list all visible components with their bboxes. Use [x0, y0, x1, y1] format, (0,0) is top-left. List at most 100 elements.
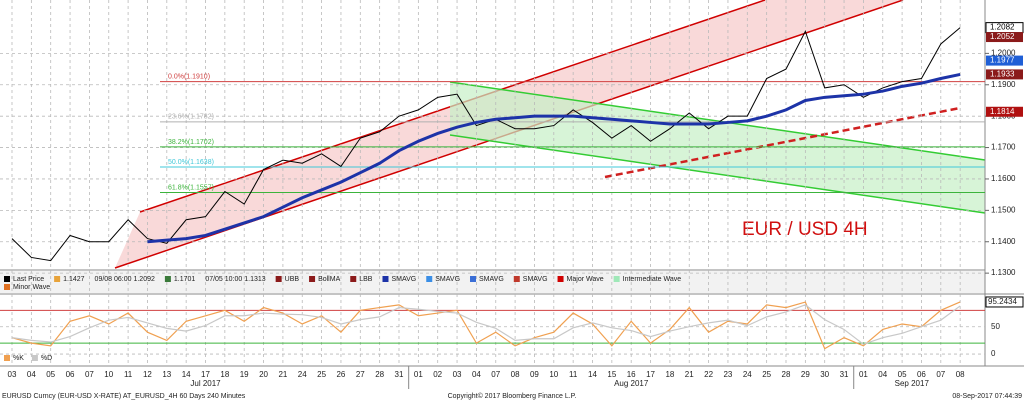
x-tick-label: 13	[162, 370, 171, 379]
x-tick-label: 16	[627, 370, 636, 379]
x-tick-label: 21	[278, 370, 287, 379]
fib-label: 23.6%(1.1782)	[168, 114, 214, 121]
y-tick-label: 50	[991, 322, 1000, 331]
x-tick-label: 01	[414, 370, 423, 379]
x-tick-label: 20	[259, 370, 268, 379]
legend-label: SMAVG	[479, 276, 504, 283]
x-tick-label: 07	[936, 370, 945, 379]
x-tick-label: 02	[433, 370, 442, 379]
x-tick-label: 03	[453, 370, 462, 379]
legend-swatch	[275, 276, 282, 282]
x-tick-label: 28	[782, 370, 791, 379]
month-label: Sep 2017	[895, 379, 930, 388]
price-tag-label: 95.2434	[988, 297, 1017, 306]
y-tick-label: 1.1700	[991, 143, 1016, 152]
y-tick-label: 1.1500	[991, 205, 1016, 214]
legend-swatch	[426, 276, 433, 282]
x-tick-label: 05	[898, 370, 907, 379]
x-tick-label: 29	[801, 370, 810, 379]
price-tag	[986, 32, 1023, 43]
legend-label: %D	[41, 355, 52, 362]
price-tag-label: 1.2082	[990, 23, 1015, 32]
x-tick-label: 11	[124, 370, 133, 379]
x-tick-label: 04	[878, 370, 887, 379]
x-tick-label: 18	[665, 370, 674, 379]
x-tick-label: 06	[66, 370, 75, 379]
legend-label: 1.1701	[174, 276, 196, 283]
legend-label: BollMA	[318, 276, 341, 283]
legend-swatch	[54, 276, 61, 282]
x-tick-label: 07	[491, 370, 500, 379]
x-tick-label: 05	[46, 370, 55, 379]
legend-swatch	[613, 276, 620, 282]
fib-label: 50.0%(1.1638)	[168, 159, 214, 166]
x-tick-label: 09	[530, 370, 539, 379]
fib-label: 0.0%(1.1910)	[168, 73, 210, 80]
legend-label: SMAVG	[391, 276, 416, 283]
x-tick-label: 31	[395, 370, 404, 379]
x-tick-label: 25	[317, 370, 326, 379]
x-tick-label: 19	[240, 370, 249, 379]
price-tag-label: 1.2052	[990, 32, 1015, 41]
chart-annotation: EUR / USD 4H	[742, 219, 868, 240]
legend-label: Last Price	[13, 276, 44, 283]
legend-label: Minor Wave	[13, 284, 50, 291]
x-tick-label: 11	[569, 370, 578, 379]
legend-swatch	[557, 276, 564, 282]
y-tick-label: 1.2000	[991, 48, 1016, 57]
x-tick-label: 15	[607, 370, 616, 379]
x-tick-label: 04	[472, 370, 481, 379]
channel-fill	[450, 82, 985, 213]
legend-label: LBB	[359, 276, 373, 283]
y-tick-label: 1.1900	[991, 80, 1016, 89]
legend-swatch	[513, 276, 520, 282]
fib-label: 38.2%(1.1702)	[168, 139, 214, 146]
x-tick-label: 17	[646, 370, 655, 379]
price-tag-label: 1.1814	[990, 107, 1015, 116]
legend-label: Major Wave	[567, 276, 604, 283]
x-tick-label: 08	[511, 370, 520, 379]
x-tick-label: 14	[182, 370, 191, 379]
price-tag	[986, 106, 1023, 117]
legend-label: %K	[13, 355, 24, 362]
footer-center: Copyright© 2017 Bloomberg Finance L.P.	[448, 392, 577, 400]
footer-right: 08-Sep-2017 07:44:39	[952, 393, 1022, 400]
x-tick-label: 10	[104, 370, 113, 379]
y-tick-label: 0	[991, 349, 996, 358]
x-tick-label: 22	[704, 370, 713, 379]
price-tag-label: 1.1933	[990, 70, 1015, 79]
oscillator-line	[11, 304, 961, 345]
legend-label: Intermediate Wave	[623, 276, 682, 283]
x-tick-label: 27	[356, 370, 365, 379]
x-tick-label: 24	[298, 370, 307, 379]
legend-swatch	[4, 355, 10, 361]
price-tag	[985, 296, 1024, 308]
x-tick-label: 08	[956, 370, 965, 379]
footer-left: EURUSD Curncy (EUR-USD X-RATE) AT_EURUSD…	[2, 393, 246, 400]
x-tick-label: 25	[762, 370, 771, 379]
trend-line	[604, 106, 961, 179]
x-tick-label: 24	[743, 370, 752, 379]
x-tick-label: 06	[917, 370, 926, 379]
oscillator-line	[11, 301, 961, 350]
legend-label: SMAVG	[435, 276, 460, 283]
y-tick-label: 1.1600	[991, 174, 1016, 183]
x-tick-label: 14	[588, 370, 597, 379]
legend-swatch	[31, 355, 38, 361]
price-tag-label: 1.1977	[990, 56, 1015, 65]
x-tick-label: 28	[375, 370, 384, 379]
legend-label: 1.1427	[63, 276, 85, 283]
legend-label: SMAVG	[523, 276, 548, 283]
legend-bg	[0, 271, 985, 293]
legend-label: 07/05 10:00 1.1313	[205, 276, 265, 283]
price-tag	[986, 69, 1023, 80]
legend-swatch	[4, 284, 10, 290]
legend-swatch	[4, 276, 10, 282]
channel-line	[449, 134, 986, 214]
x-tick-label: 01	[859, 370, 868, 379]
x-tick-label: 04	[27, 370, 36, 379]
legend-label: UBB	[285, 276, 300, 283]
legend-swatch	[309, 276, 316, 282]
